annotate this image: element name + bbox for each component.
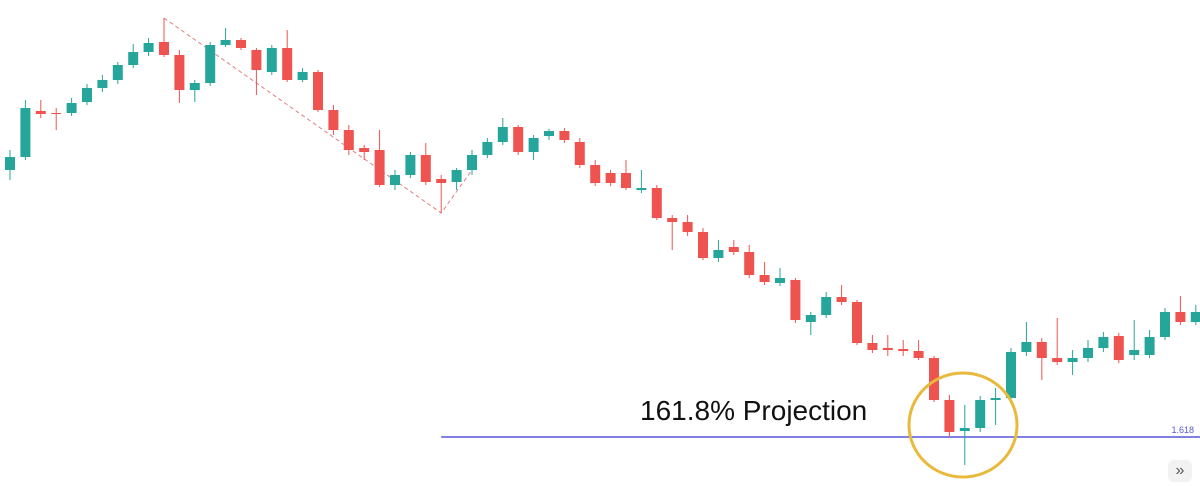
- candle-body: [297, 72, 308, 80]
- candle-body: [1113, 336, 1124, 360]
- candle-body: [1021, 342, 1032, 352]
- candle-body: [328, 110, 339, 130]
- candle-body: [251, 50, 262, 70]
- candle-body: [590, 165, 601, 183]
- candle-body: [913, 351, 924, 358]
- candle-body: [621, 173, 631, 188]
- candle-body: [35, 111, 46, 114]
- candle-body: [651, 188, 662, 218]
- candle-body: [1052, 358, 1063, 362]
- candle-body: [805, 315, 816, 322]
- candle-body: [128, 52, 139, 65]
- candle-body: [513, 127, 524, 152]
- projection-label: 1.618: [1171, 425, 1194, 435]
- candle-body: [282, 48, 293, 80]
- candle-body: [667, 218, 678, 222]
- candle-body: [867, 343, 878, 350]
- candle-body: [236, 40, 246, 48]
- candle-body: [898, 349, 909, 351]
- candle-body: [698, 232, 708, 258]
- candle-body: [66, 103, 77, 113]
- candle-body: [975, 400, 986, 428]
- candle-body: [205, 45, 216, 83]
- candle-body: [266, 48, 277, 72]
- candle-body: [436, 179, 447, 183]
- candle-body: [143, 43, 154, 52]
- candle-body: [852, 302, 862, 343]
- candle-body: [1175, 312, 1186, 322]
- candle-body: [313, 72, 323, 110]
- candle-body: [959, 428, 970, 431]
- candle-body: [528, 138, 539, 152]
- candle-body: [82, 88, 92, 102]
- candle-body: [497, 127, 508, 142]
- candle-body: [1036, 342, 1047, 358]
- candle-body: [1129, 350, 1140, 355]
- candle-body: [374, 150, 385, 185]
- candle-body: [359, 148, 370, 152]
- scroll-button[interactable]: »: [1168, 460, 1192, 482]
- candle-body: [759, 275, 770, 282]
- candle-body: [51, 113, 62, 114]
- candle-body: [636, 188, 647, 190]
- candle-body: [574, 142, 585, 165]
- candle-body: [544, 131, 554, 136]
- candle-body: [682, 222, 693, 232]
- candle-body: [451, 170, 462, 182]
- candle-body: [112, 65, 123, 80]
- candle-body: [5, 157, 15, 170]
- candle-body: [836, 297, 847, 302]
- candle-body: [1067, 358, 1078, 362]
- candle-body: [343, 130, 354, 150]
- candle-body: [821, 297, 832, 315]
- candle-body: [605, 173, 616, 183]
- candle-body: [882, 348, 893, 350]
- candle-body: [97, 80, 108, 88]
- candle-body: [1098, 337, 1109, 348]
- candle-body: [790, 280, 801, 320]
- candle-body: [744, 252, 755, 275]
- candle-body: [482, 142, 493, 155]
- candle-body: [944, 400, 955, 432]
- highlight-circle: [907, 371, 1019, 479]
- annotation: 161.8% Projection: [640, 395, 867, 426]
- candle-body: [1190, 312, 1200, 322]
- candle-body: [775, 278, 785, 283]
- candle-body: [405, 155, 416, 175]
- candle-body: [1006, 352, 1016, 398]
- candle-body: [990, 398, 1001, 400]
- candle-body: [390, 175, 400, 185]
- candle-body: [929, 358, 939, 400]
- candle-body: [559, 131, 570, 140]
- candle-body: [220, 40, 231, 45]
- candle-body: [1083, 348, 1093, 358]
- candle-body: [713, 250, 724, 258]
- candle-body: [1144, 337, 1155, 355]
- candle-body: [20, 108, 31, 157]
- candle-body: [174, 55, 185, 90]
- candle-body: [728, 247, 739, 252]
- candle-body: [420, 155, 431, 182]
- candle-body: [159, 42, 169, 55]
- candle-body: [189, 83, 200, 90]
- candle-body: [1160, 312, 1170, 337]
- candle-body: [467, 155, 477, 170]
